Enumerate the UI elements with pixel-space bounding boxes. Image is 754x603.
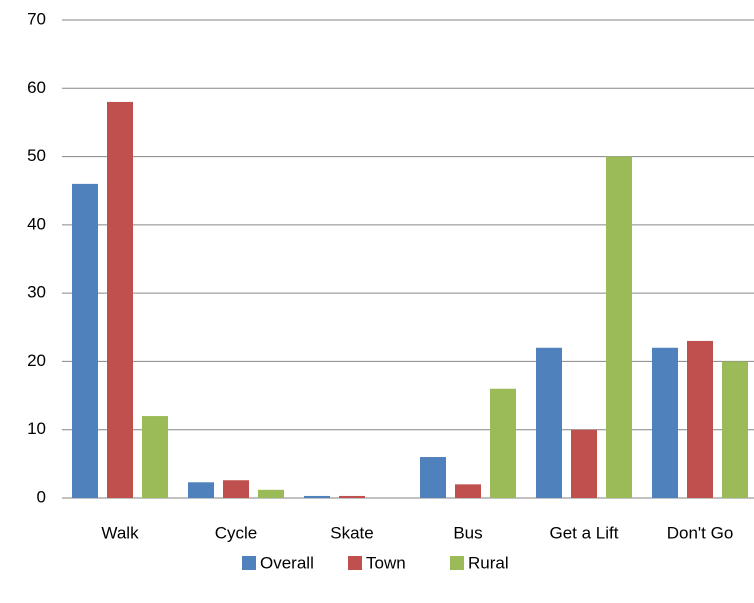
legend-swatch xyxy=(450,556,464,570)
y-tick-label: 10 xyxy=(27,419,46,438)
legend-label: Overall xyxy=(260,553,314,572)
y-tick-label: 40 xyxy=(27,214,46,233)
y-tick-label: 20 xyxy=(27,351,46,370)
legend-label: Rural xyxy=(468,553,509,572)
bar xyxy=(72,183,98,498)
y-tick-label: 70 xyxy=(27,9,46,28)
bar xyxy=(223,480,249,498)
bar xyxy=(455,484,481,498)
y-tick-label: 50 xyxy=(27,146,46,165)
x-tick-label: Get a Lift xyxy=(550,523,619,542)
bar xyxy=(571,429,597,498)
bar xyxy=(107,101,133,498)
legend-label: Town xyxy=(366,553,406,572)
bar xyxy=(652,347,678,498)
y-tick-label: 30 xyxy=(27,283,46,302)
x-tick-label: Don't Go xyxy=(667,523,734,542)
x-tick-label: Walk xyxy=(101,523,139,542)
bar xyxy=(188,482,214,498)
bar xyxy=(304,495,330,498)
bar xyxy=(536,347,562,498)
x-tick-label: Cycle xyxy=(215,523,258,542)
legend-swatch xyxy=(348,556,362,570)
y-tick-label: 0 xyxy=(37,487,46,506)
bar xyxy=(339,495,365,498)
x-tick-label: Bus xyxy=(453,523,482,542)
x-tick-label: Skate xyxy=(330,523,373,542)
bar xyxy=(258,489,284,498)
bar xyxy=(687,340,713,498)
bar xyxy=(142,416,168,498)
bar xyxy=(420,457,446,498)
legend-swatch xyxy=(242,556,256,570)
bar xyxy=(490,388,516,498)
y-tick-label: 60 xyxy=(27,78,46,97)
bar xyxy=(606,156,632,499)
bar xyxy=(722,361,748,498)
